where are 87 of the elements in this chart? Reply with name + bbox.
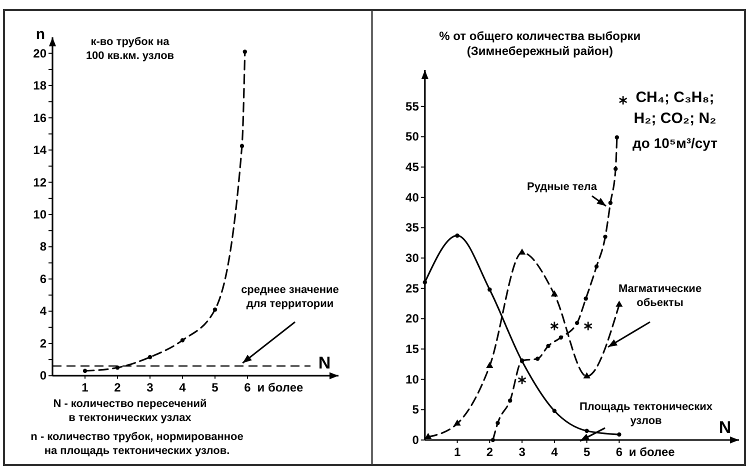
point	[574, 320, 580, 326]
y-tick-label: 45	[406, 160, 420, 174]
point	[212, 308, 218, 312]
x-tick-label: 1	[454, 445, 461, 459]
point	[584, 321, 592, 331]
x-tick-label: 1	[82, 380, 89, 395]
y-tick-label: 30	[406, 251, 420, 266]
y-tick-label: 14	[33, 143, 47, 158]
series-label: Рудные тела	[527, 181, 598, 193]
x-tick-label: 2	[486, 445, 494, 459]
y-tick-label: 35	[406, 220, 420, 235]
x-tick-label: 6	[616, 445, 623, 459]
point	[518, 375, 526, 385]
point	[508, 398, 512, 403]
point	[180, 338, 185, 342]
text: и более	[628, 445, 676, 459]
point	[424, 432, 432, 440]
point	[584, 428, 589, 434]
y-tick-label: 55	[406, 99, 420, 114]
point	[422, 280, 428, 284]
point	[82, 368, 88, 373]
point	[558, 335, 564, 340]
point	[584, 296, 588, 301]
point	[608, 200, 613, 205]
point	[490, 438, 496, 442]
y-axis-title: n	[36, 26, 46, 44]
y-tick-label: 40	[406, 190, 420, 204]
y-tick-label: 20	[406, 312, 420, 326]
x-tick-label: 2	[114, 380, 122, 395]
y-tick-label: 4	[40, 304, 47, 318]
y-axis-title: % от общего количества выборки (Зимнебережный район)	[439, 29, 641, 58]
point	[496, 420, 500, 426]
y-tick-label: 25	[406, 281, 420, 296]
point	[603, 234, 608, 239]
ref-line-label: среднее значение для территории	[241, 284, 339, 310]
point	[594, 264, 599, 269]
point	[618, 95, 628, 106]
point	[454, 420, 461, 426]
y-tick-label: 10	[406, 372, 420, 386]
point	[455, 233, 460, 238]
point	[486, 362, 494, 368]
point	[617, 432, 622, 437]
point	[242, 50, 248, 54]
x-tick-label: 4	[551, 445, 558, 459]
y-tick-label: 18	[33, 78, 47, 93]
y-tick-label: 50	[406, 130, 420, 144]
annotation: к-во трубок на 100 кв.км. узлов	[86, 36, 174, 62]
y-tick-label: 2	[40, 336, 47, 350]
x-tick-label: 5	[583, 445, 590, 459]
point	[552, 408, 557, 413]
x-axis-title: N	[318, 354, 331, 373]
point	[583, 372, 590, 378]
point	[546, 344, 550, 348]
y-tick-label: 12	[33, 175, 47, 190]
point	[550, 290, 558, 296]
point	[614, 166, 618, 171]
annotation: CH₄; C₃H₈; H₂; CO₂; N₂	[634, 89, 716, 127]
x-tick-label: 3	[146, 380, 154, 395]
annotation: до 10⁵м³/сут	[632, 135, 718, 151]
point	[614, 135, 620, 140]
series-label: Магматические обьекты	[618, 283, 702, 309]
point	[240, 144, 244, 148]
y-tick-label: 0	[412, 433, 420, 447]
x-tick-label: 5	[212, 380, 219, 395]
text: и более	[257, 380, 304, 395]
x-axis-title: N	[718, 418, 732, 437]
point	[616, 300, 623, 307]
x-tick-label: 3	[518, 445, 526, 459]
y-tick-label: 20	[33, 46, 47, 60]
y-tick-label: 6	[40, 272, 47, 286]
series-label: Площадь тектонических узлов	[579, 401, 714, 427]
text: N - количество пересечений в тектонических узлах	[53, 398, 207, 424]
point	[148, 355, 152, 360]
y-tick-label: 10	[33, 208, 47, 222]
y-tick-label: 8	[40, 240, 47, 254]
point	[535, 356, 540, 361]
point	[518, 248, 526, 255]
y-tick-label: 16	[33, 110, 47, 125]
point	[550, 321, 559, 331]
y-tick-label: 0	[40, 368, 47, 383]
text: n - количество трубок, нормированное на площадь тектонических узлов.	[30, 431, 244, 457]
x-tick-label: 4	[179, 380, 186, 395]
point	[488, 287, 492, 292]
y-tick-label: 5	[412, 402, 420, 417]
x-tick-label: 6	[244, 380, 252, 395]
point	[115, 366, 120, 370]
y-tick-label: 15	[406, 342, 420, 356]
